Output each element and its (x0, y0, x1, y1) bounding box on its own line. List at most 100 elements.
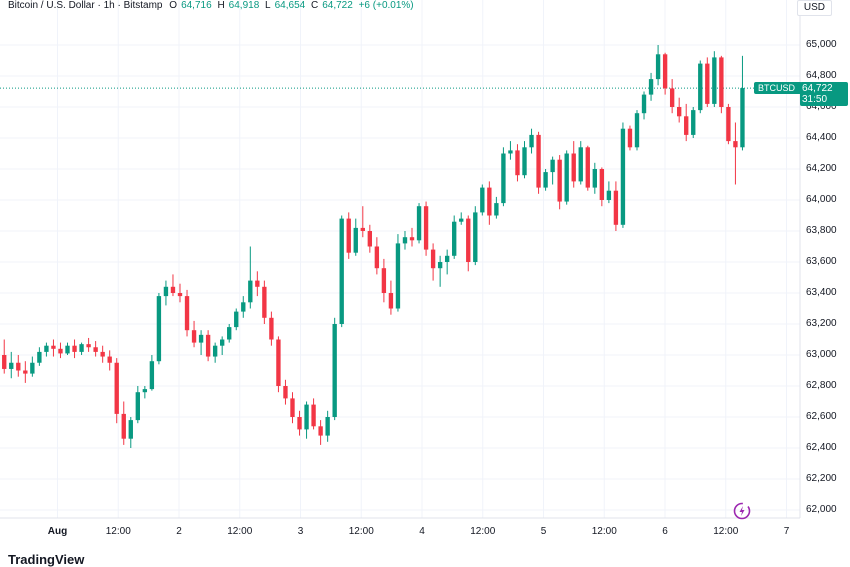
candle-body (613, 190, 619, 225)
candle-body (297, 417, 302, 430)
ticker-badge: BTCUSD (754, 82, 802, 94)
x-tick-label: 4 (419, 526, 425, 537)
candle-body (655, 54, 661, 80)
candle-body (634, 113, 640, 148)
candle-body (283, 386, 288, 399)
candle-body (234, 311, 239, 328)
candle-body (163, 286, 169, 297)
candle-body (395, 243, 401, 309)
y-tick-label: 63,800 (806, 225, 837, 236)
candle-body (255, 280, 260, 287)
candle-body (508, 150, 513, 154)
candle-body (51, 345, 56, 349)
currency-button[interactable]: USD (796, 0, 832, 16)
candle-body (9, 362, 14, 369)
candle-body (142, 389, 148, 393)
candles (2, 45, 745, 448)
candle-body (37, 351, 42, 363)
candle-body (473, 212, 478, 262)
candle-body (107, 356, 112, 363)
candle-body (374, 246, 380, 269)
y-tick-label: 64,400 (806, 132, 837, 143)
y-tick-label: 62,600 (806, 411, 837, 422)
candle-body (452, 221, 457, 256)
x-tick-label: 12:00 (105, 526, 131, 537)
candle-body (79, 344, 84, 352)
y-tick-label: 63,600 (806, 256, 837, 267)
candle-body (156, 296, 162, 362)
open-value: 64,716 (181, 0, 212, 11)
candle-body (494, 203, 499, 216)
x-tick-label: 2 (176, 526, 182, 537)
candle-body (72, 345, 77, 352)
candle-body (262, 286, 267, 318)
x-tick-label: 12:00 (227, 526, 253, 537)
candle-body (220, 339, 225, 346)
y-tick-label: 64,200 (806, 163, 837, 174)
y-tick-label: 62,200 (806, 473, 837, 484)
candle-body (641, 94, 647, 114)
candle-body (114, 362, 119, 414)
candle-body (698, 63, 703, 111)
candle-body (543, 172, 548, 188)
candle-body (522, 147, 527, 176)
candle-body (290, 398, 295, 417)
close-value: 64,722 (322, 0, 353, 11)
candle-body (733, 141, 738, 148)
candle-body (578, 147, 583, 182)
candle-body (466, 218, 471, 262)
candle-body (332, 324, 337, 417)
candle-body (276, 339, 281, 386)
candle-body (529, 134, 534, 148)
candle-body (2, 355, 7, 369)
candle-body (128, 420, 133, 439)
candle-body (677, 107, 682, 117)
candle-body (620, 128, 626, 225)
candle-body (740, 88, 745, 148)
y-tick-label: 64,800 (806, 70, 837, 81)
candle-body (100, 351, 105, 357)
candle-body (416, 206, 422, 241)
x-tick-label: 5 (540, 526, 547, 537)
candle-body (705, 63, 710, 104)
candle-body (367, 231, 373, 247)
x-tick-label: 7 (783, 526, 790, 537)
candle-body (360, 227, 365, 231)
candle-body (571, 153, 576, 182)
candle-body (65, 345, 70, 354)
y-tick-label: 65,000 (806, 39, 837, 50)
candle-body (170, 286, 176, 293)
candle-body (346, 218, 351, 253)
x-tick-label: 6 (662, 526, 668, 537)
candle-body (564, 153, 569, 202)
price-badge-countdown: 31:50 (802, 94, 828, 105)
candle-body (536, 134, 541, 188)
candle-body (184, 296, 190, 331)
gridlines (0, 0, 800, 518)
y-tick-label: 64,600 (806, 101, 837, 112)
candle-body (16, 362, 21, 371)
candle-body (93, 347, 98, 352)
candle-body (318, 426, 323, 436)
candle-body (135, 392, 140, 421)
candle-body (550, 159, 555, 173)
x-tick-label: 12:00 (713, 526, 739, 537)
price-badge: 64,722 31:50 (800, 82, 848, 106)
candle-body (599, 169, 605, 200)
candle-body (606, 190, 612, 200)
replay-icon[interactable] (733, 502, 751, 520)
candle-body (121, 413, 126, 439)
candle-body (691, 110, 696, 135)
candle-body (241, 302, 246, 312)
candle-body (205, 334, 211, 357)
high-label: H (217, 0, 225, 11)
candle-body (30, 362, 35, 374)
candle-body (86, 344, 91, 348)
candle-body (212, 345, 218, 357)
candle-body (444, 255, 450, 262)
y-tick-label: 64,000 (806, 194, 837, 205)
x-tick-label: 12:00 (348, 526, 374, 537)
candle-body (304, 404, 309, 430)
candle-body (669, 88, 675, 107)
